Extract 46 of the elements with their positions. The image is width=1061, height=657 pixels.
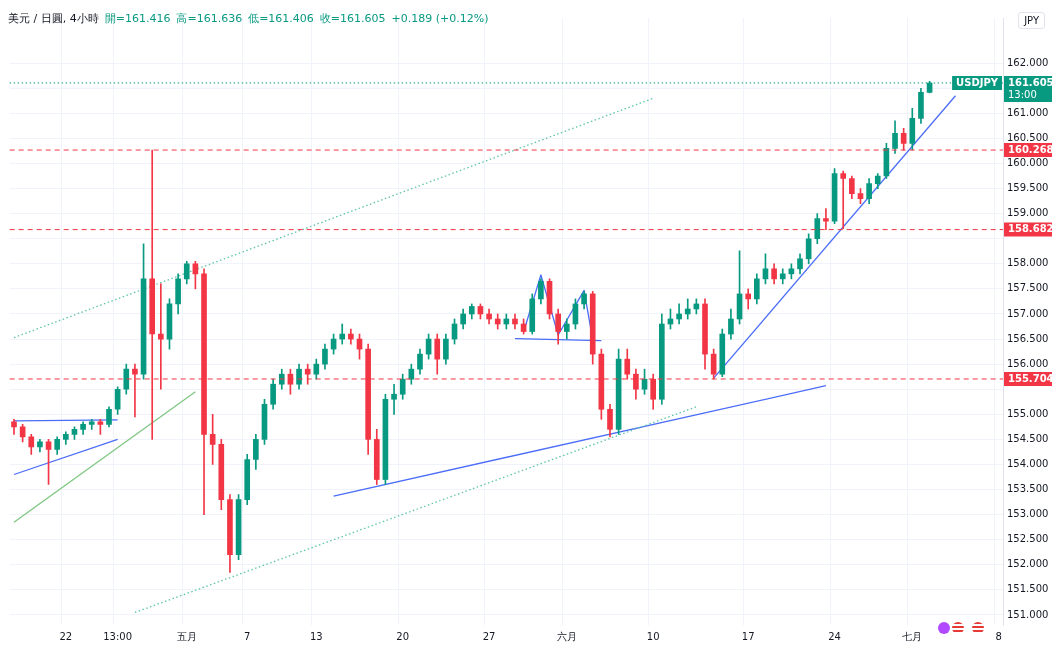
- x-tick-label: 20: [396, 630, 410, 642]
- y-tick-label: 156.500: [1007, 332, 1049, 344]
- chart-title: 美元 / 日圓, 4小時: [8, 12, 99, 25]
- x-tick-label: 22: [59, 630, 73, 642]
- ref-line-label: 161.605: [1008, 76, 1054, 88]
- y-tick-label: 160.500: [1007, 131, 1049, 143]
- annotation: 收=161.605: [319, 12, 386, 25]
- y-tick-label: 156.000: [1007, 357, 1049, 369]
- x-tick-label: 24: [828, 630, 841, 642]
- annotation: 高=161.636: [176, 12, 243, 25]
- y-tick-label: 157.000: [1007, 307, 1049, 319]
- x-tick-label: 五月: [176, 630, 197, 642]
- y-tick-label: 152.000: [1007, 558, 1049, 570]
- y-tick-label: 152.500: [1007, 533, 1049, 545]
- y-tick-label: 154.500: [1007, 432, 1049, 444]
- x-tick-label: 7: [244, 630, 251, 642]
- x-tick-label: 8: [995, 630, 1002, 642]
- annotation: 開=161.416: [104, 12, 171, 25]
- y-tick-label: 162.000: [1007, 56, 1049, 68]
- y-tick-label: 161.000: [1007, 106, 1049, 118]
- y-tick-label: 159.500: [1007, 182, 1049, 194]
- y-tick-label: 157.500: [1007, 282, 1049, 294]
- text: JPY: [1018, 12, 1045, 29]
- y-tick-label: 154.000: [1007, 458, 1049, 470]
- y-tick-label: 151.000: [1007, 608, 1049, 620]
- x-tick-label: 13:00: [103, 630, 133, 642]
- y-tick-label: 155.000: [1007, 407, 1049, 419]
- y-tick-label: 153.000: [1007, 508, 1049, 520]
- ref-line-label: 160.268: [1008, 143, 1054, 155]
- y-tick-label: 153.500: [1007, 483, 1049, 495]
- y-tick-label: 151.500: [1007, 583, 1049, 595]
- x-tick-label: 六月: [556, 630, 577, 642]
- annotation: USDJPY: [956, 76, 999, 88]
- y-tick-label: 159.000: [1007, 207, 1049, 219]
- x-tick-label: 13: [309, 630, 323, 642]
- text: 13:00: [1008, 88, 1037, 100]
- y-tick-label: 160.000: [1007, 157, 1049, 169]
- x-tick-label: 10: [646, 630, 660, 642]
- x-tick-label: 七月: [902, 630, 923, 642]
- annotation: 低=161.406: [248, 12, 314, 25]
- y-tick-label: 158.000: [1007, 257, 1049, 269]
- x-tick-label: 17: [741, 630, 755, 642]
- x-tick-label: 27: [482, 630, 496, 642]
- annotation: +0.189 (+0.12%): [391, 12, 489, 25]
- ref-line-label: 155.704: [1008, 372, 1054, 384]
- ref-line-label: 158.682: [1008, 223, 1054, 235]
